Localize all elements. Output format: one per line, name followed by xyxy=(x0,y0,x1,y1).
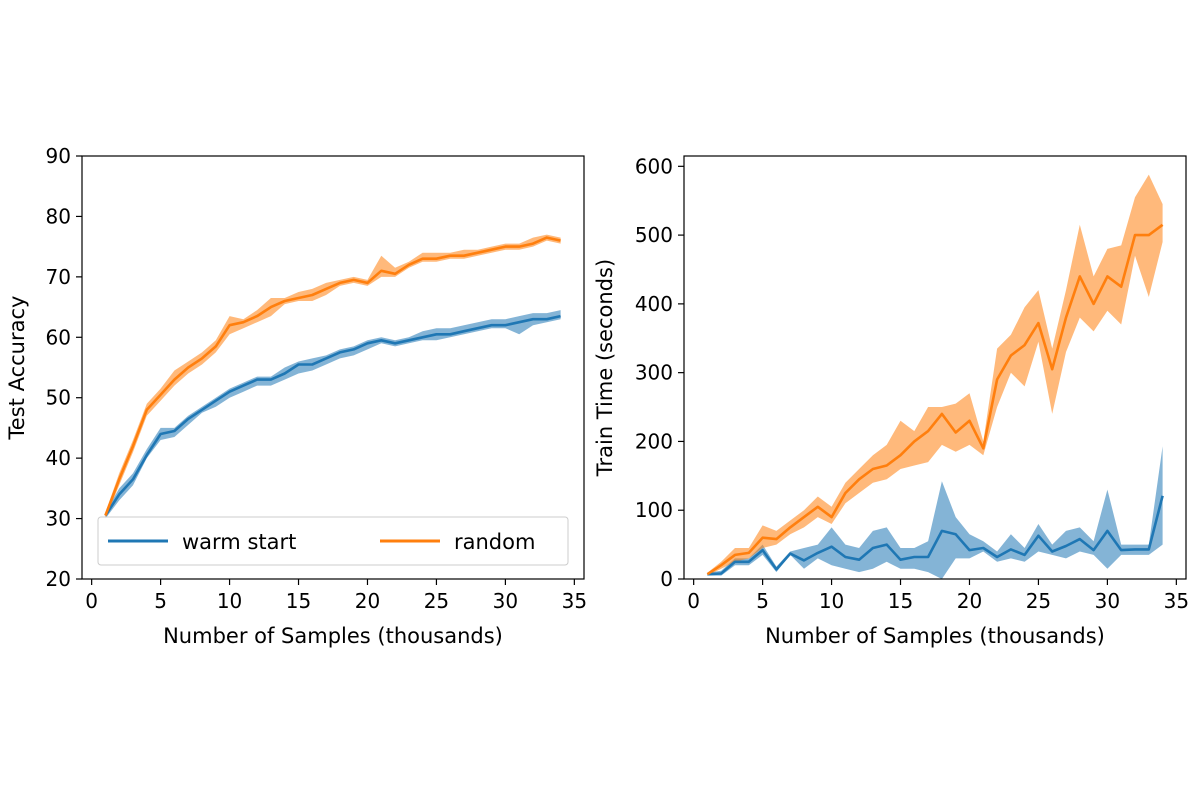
y-tick-label: 30 xyxy=(46,507,71,531)
x-tick-label: 25 xyxy=(1026,589,1051,613)
y-tick-label: 0 xyxy=(660,567,673,591)
series-lines xyxy=(706,223,1164,576)
x-tick-label: 30 xyxy=(1095,589,1120,613)
y-tick-label: 40 xyxy=(46,446,71,470)
x-axis-label: Number of Samples (thousands) xyxy=(765,624,1105,648)
x-tick-label: 10 xyxy=(819,589,844,613)
band-warm-start xyxy=(707,446,1163,579)
x-tick-label: 25 xyxy=(424,589,449,613)
plot-frame xyxy=(683,155,1187,580)
y-tick-label: 70 xyxy=(46,265,71,289)
legend-label-warm-start: warm start xyxy=(182,530,296,554)
x-tick-label: 20 xyxy=(355,589,380,613)
confidence-bands xyxy=(105,234,561,519)
y-axis-label: Test Accuracy xyxy=(5,296,29,441)
x-tick-label: 10 xyxy=(217,589,242,613)
x-tick-label: 15 xyxy=(286,589,311,613)
y-tick-label: 300 xyxy=(635,361,673,385)
train-time-chart: 0 5 10 15 20 25 30 35 0 100 200 300 400 500 600 Number… xyxy=(593,154,1189,648)
y-tick-label: 400 xyxy=(635,292,673,316)
x-tick-label: 0 xyxy=(85,589,98,613)
axes: 0 5 10 15 20 25 30 35 20 30 40 50 60 70 80 90 xyxy=(46,144,588,613)
legend-frame xyxy=(97,516,569,566)
x-tick-label: 5 xyxy=(756,589,769,613)
line-warm-start xyxy=(707,495,1164,576)
line-random xyxy=(104,236,561,516)
y-tick-label: 60 xyxy=(46,325,71,349)
y-tick-label: 100 xyxy=(635,498,673,522)
y-tick-label: 80 xyxy=(46,204,71,228)
y-axis-label: Train Time (seconds) xyxy=(593,259,617,477)
x-tick-label: 35 xyxy=(1164,589,1189,613)
x-tick-label: 20 xyxy=(957,589,982,613)
legend-label-random: random xyxy=(454,530,535,554)
x-tick-label: 30 xyxy=(493,589,518,613)
y-tick-label: 20 xyxy=(46,567,71,591)
x-tick-label: 15 xyxy=(888,589,913,613)
axes: 0 5 10 15 20 25 30 35 0 100 200 300 400 500 600 xyxy=(635,154,1189,613)
legend: warm start random xyxy=(97,516,569,566)
x-tick-label: 0 xyxy=(687,589,700,613)
y-tick-label: 200 xyxy=(635,429,673,453)
line-warm-start xyxy=(104,314,561,517)
x-axis-label: Number of Samples (thousands) xyxy=(163,624,503,648)
confidence-bands xyxy=(707,174,1163,579)
y-tick-label: 50 xyxy=(46,386,71,410)
x-tick-label: 35 xyxy=(562,589,587,613)
y-tick-label: 500 xyxy=(635,223,673,247)
plot-frame xyxy=(81,155,585,580)
band-random xyxy=(105,234,561,519)
x-tick-label: 5 xyxy=(154,589,167,613)
line-random xyxy=(706,223,1164,576)
y-tick-label: 600 xyxy=(635,154,673,178)
series-lines xyxy=(104,236,561,517)
test-accuracy-chart: 0 5 10 15 20 25 30 35 20 30 40 50 60 70 80 90 Number of… xyxy=(5,144,587,648)
band-warm-start xyxy=(105,310,561,519)
y-tick-label: 90 xyxy=(46,144,71,168)
